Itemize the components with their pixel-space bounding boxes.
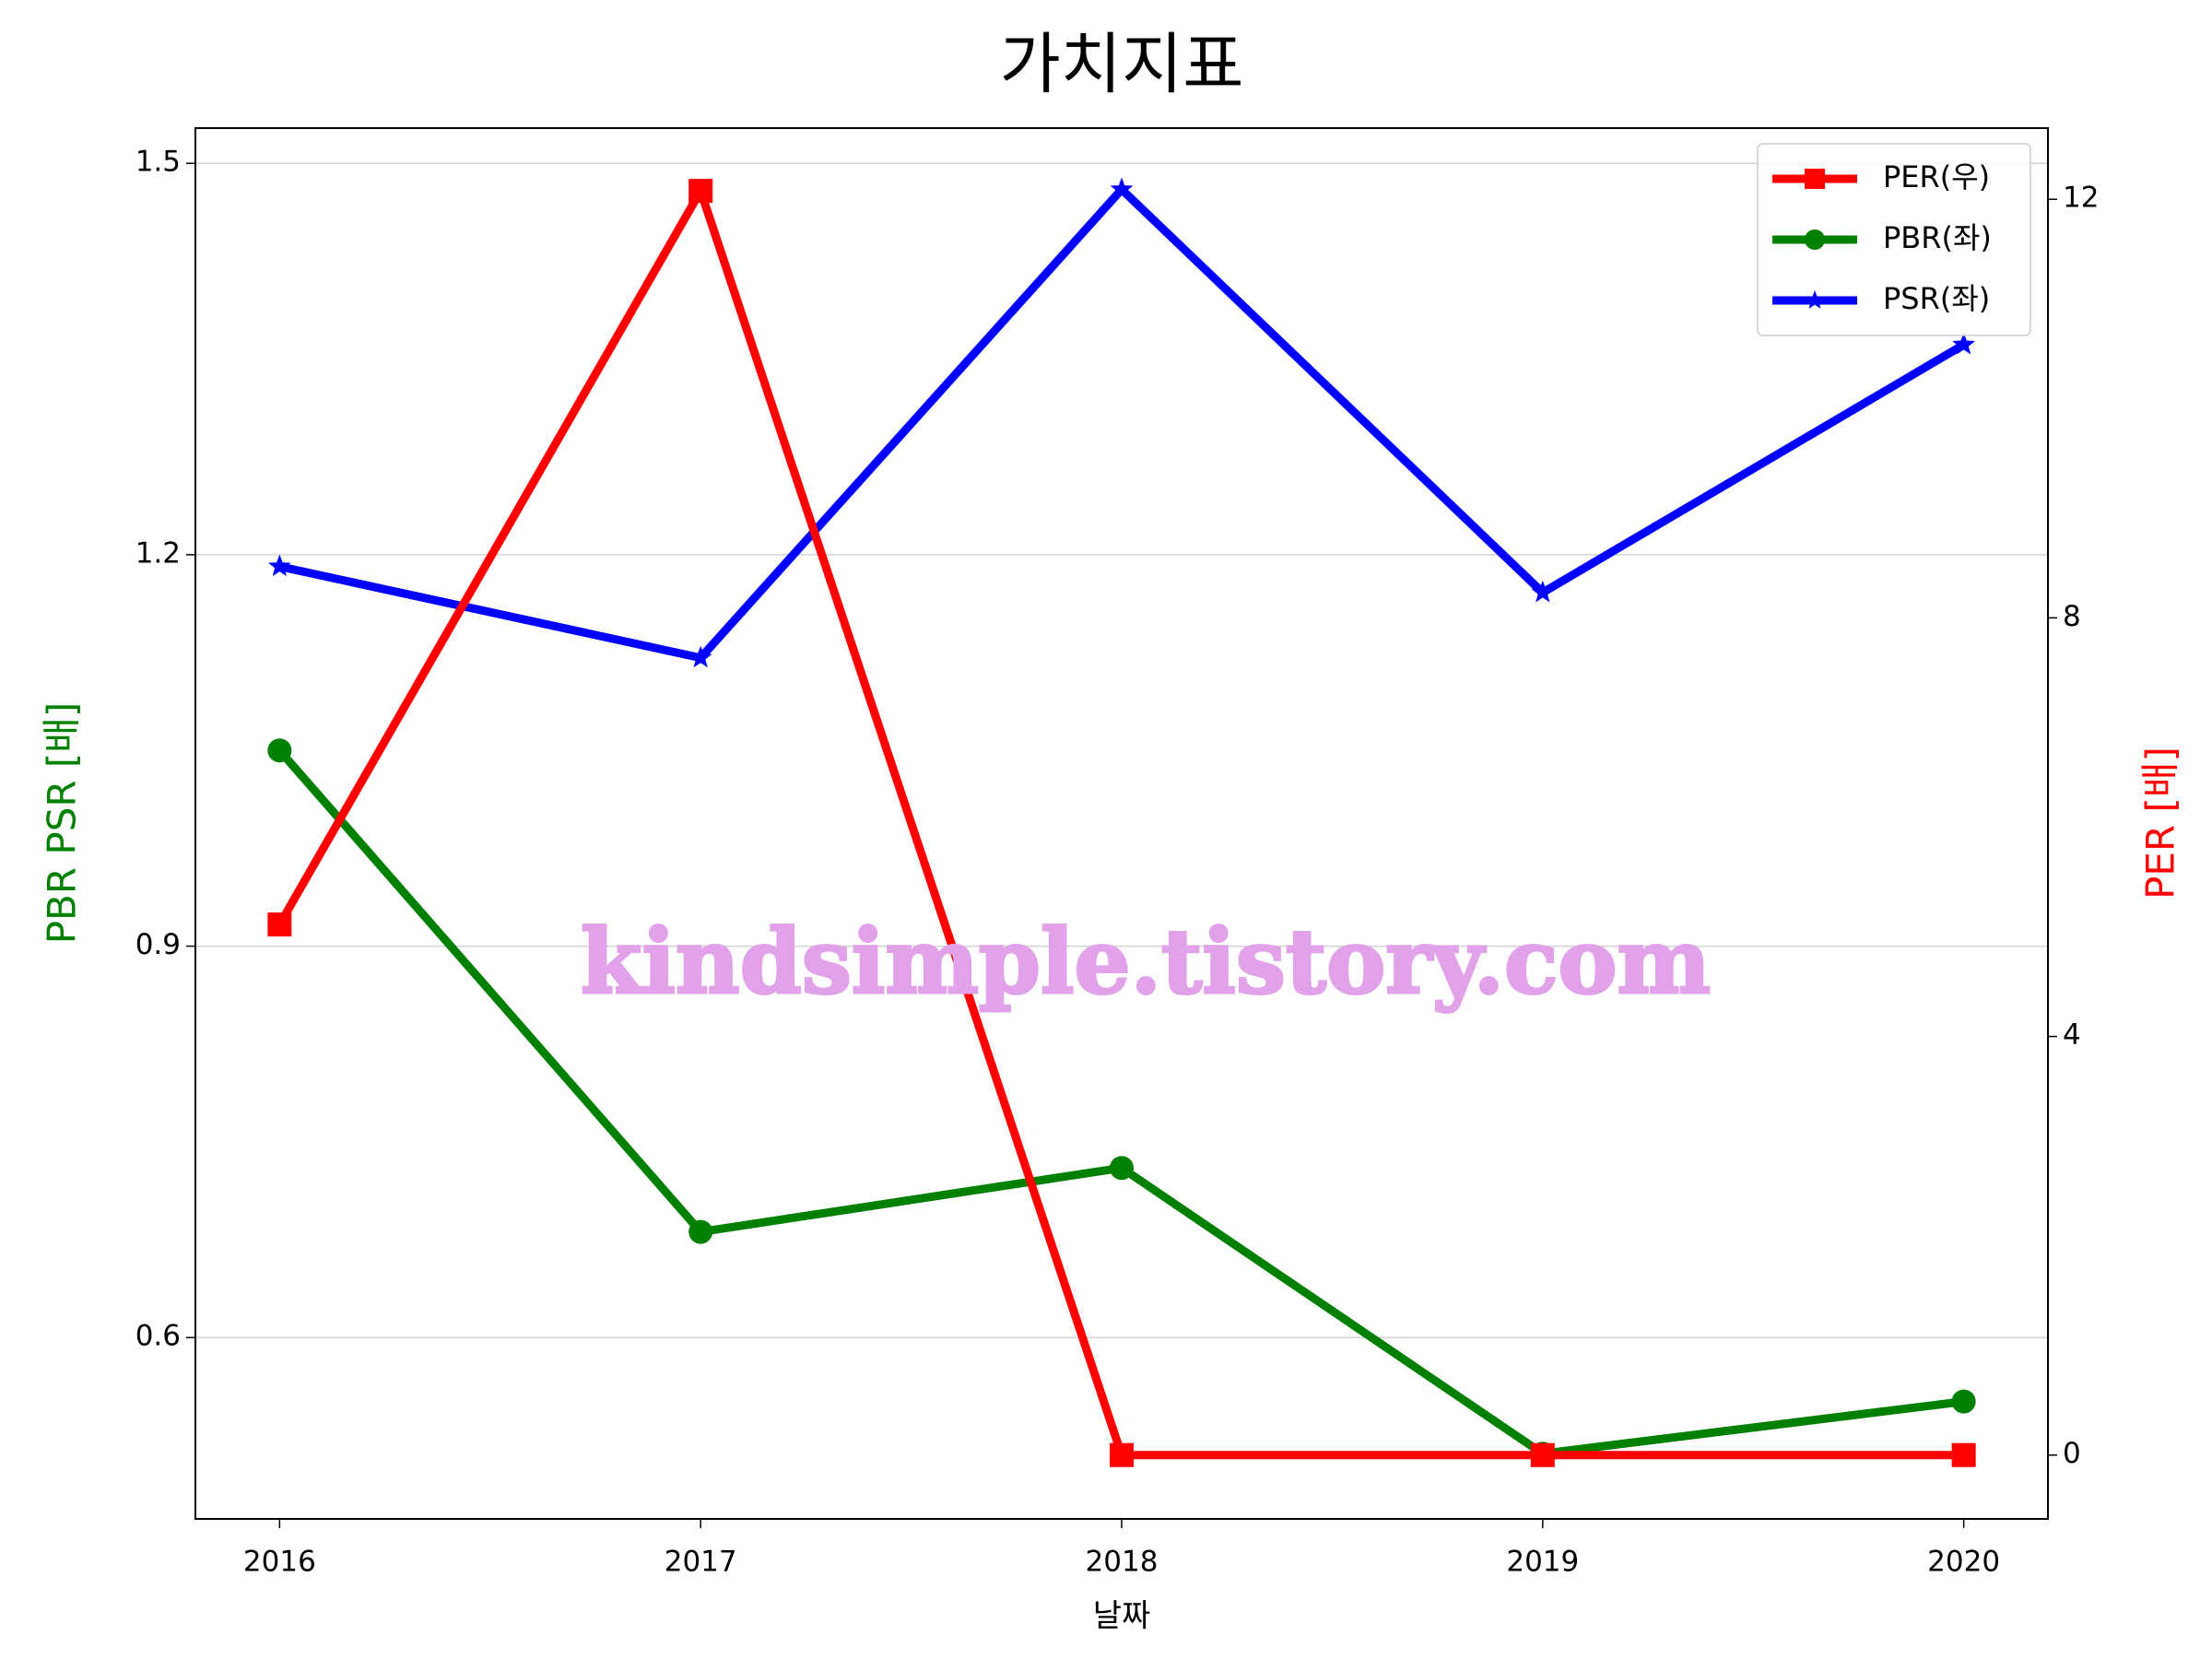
marker	[1805, 289, 1825, 309]
x-tick-label: 2016	[243, 1546, 316, 1579]
series	[268, 177, 1975, 668]
legend: PER(우) PBR(좌) PSR(좌)	[1757, 143, 2031, 336]
marker	[268, 554, 291, 577]
y-tick-label: 1.5	[135, 146, 181, 179]
marker	[1804, 168, 1826, 190]
series	[267, 738, 1976, 1466]
x-axis-label: 날짜	[1093, 1598, 1151, 1635]
marker	[1110, 177, 1134, 199]
y-tick-label: 1.2	[135, 536, 181, 570]
y2-tick-label: 0	[2063, 1437, 2081, 1470]
legend-label: PBR(좌)	[1883, 220, 1992, 255]
y2-tick-label: 8	[2063, 600, 2081, 633]
x-tick-label: 2020	[1927, 1546, 2000, 1579]
marker	[1530, 1442, 1555, 1467]
x-tick-label: 2019	[1506, 1546, 1579, 1579]
y-tick-label: 0.9	[135, 928, 181, 961]
marker	[1951, 1442, 1976, 1467]
marker	[688, 1219, 713, 1244]
series-line	[278, 185, 1966, 663]
marker	[688, 645, 712, 668]
y-tick-label: 0.6	[135, 1320, 181, 1353]
legend-label: PSR(좌)	[1883, 281, 1990, 316]
y2-tick-label: 4	[2063, 1018, 2081, 1052]
legend-box	[1757, 143, 2031, 336]
series	[267, 179, 1976, 1467]
y-axis-label: PBR PSR [배]	[40, 702, 85, 945]
x-tick-label: 2018	[1086, 1546, 1159, 1579]
marker	[1951, 1389, 1976, 1414]
plot-frame	[194, 127, 2049, 1520]
marker	[1110, 1156, 1134, 1181]
marker	[267, 738, 292, 763]
y2-axis-label: PER [배]	[2138, 747, 2183, 900]
marker	[267, 912, 292, 937]
marker	[688, 179, 713, 204]
y2-tick-label: 12	[2063, 182, 2099, 215]
marker	[1110, 1442, 1134, 1467]
legend-label: PER(우)	[1883, 159, 1990, 194]
marker	[1531, 580, 1555, 603]
series-line	[276, 186, 1964, 1460]
series-line	[276, 747, 1965, 1458]
watermark: kindsimple.tistory.com	[581, 910, 1711, 1014]
chart-title: 가치지표	[1000, 26, 1244, 103]
marker	[1952, 333, 1975, 355]
x-tick-label: 2017	[665, 1546, 737, 1579]
marker	[1804, 229, 1826, 251]
